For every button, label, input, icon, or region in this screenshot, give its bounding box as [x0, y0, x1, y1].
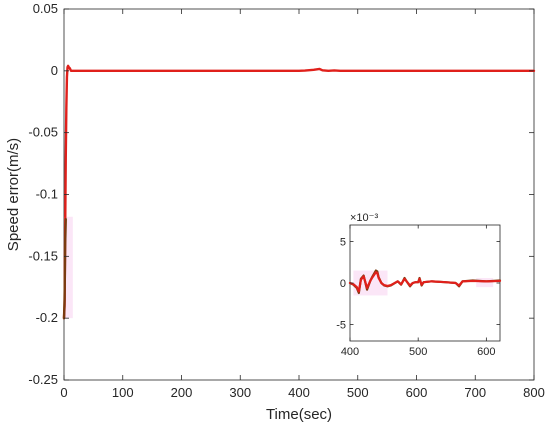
y-axis-label: Speed error(m/s)	[5, 138, 22, 251]
main-highlight-regions	[64, 216, 73, 319]
main-y-tick-label: 0	[51, 63, 58, 78]
inset-x-tick-label: 400	[341, 346, 359, 358]
inset-x-tick-label: 600	[477, 346, 495, 358]
inset-y-tick-label: 0	[340, 278, 346, 290]
inset-exponent-label: ×10⁻³	[350, 212, 378, 224]
main-x-tick-label: 200	[171, 385, 193, 400]
main-x-tick-label: 300	[229, 385, 251, 400]
main-y-tick-label: -0.15	[28, 248, 58, 263]
main-plot: 0 100 200 300 400 500 600 700 800 -0.25-0.2-0.15…	[5, 1, 545, 423]
main-y-axis: -0.25 -0.2 -0.15 -0.1 -0.05 0 0.05	[28, 1, 534, 387]
inset-y-tick-label: -5	[336, 319, 346, 331]
inset-y-axis: -5 0 5	[336, 237, 500, 331]
main-y-tick-label: -0.1	[36, 187, 58, 202]
main-x-tick-label: 400	[288, 385, 310, 400]
main-series-line	[62, 218, 67, 320]
main-highlight-region	[64, 216, 73, 319]
inset-plot: 400 500 600 -5 0 5 ×10⁻³	[336, 212, 502, 358]
inset-series-line	[348, 271, 502, 293]
main-y-tick-label: 0.05	[33, 1, 58, 16]
x-axis-label: Time(sec)	[266, 406, 332, 423]
main-y-tick-label: -0.2	[36, 310, 58, 325]
main-x-tick-label: 0	[60, 385, 67, 400]
inset-x-tick-label: 500	[409, 346, 427, 358]
main-x-tick-label: 100	[112, 385, 134, 400]
main-y-tick-label: -0.05	[28, 125, 58, 140]
main-x-tick-label: 600	[406, 385, 428, 400]
main-series-group	[62, 64, 536, 320]
main-x-tick-label: 700	[464, 385, 486, 400]
main-x-tick-label: 500	[347, 385, 369, 400]
main-y-tick-label: -0.25	[28, 372, 58, 387]
main-x-axis: 0 100 200 300 400 500 600 700 800	[60, 9, 545, 400]
main-series-line	[62, 64, 536, 320]
inset-highlight-region	[476, 278, 494, 288]
main-x-tick-label: 800	[523, 385, 545, 400]
inset-x-axis: 400 500 600	[341, 225, 496, 358]
inset-series-group	[348, 269, 502, 295]
inset-y-tick-label: 5	[340, 237, 346, 249]
